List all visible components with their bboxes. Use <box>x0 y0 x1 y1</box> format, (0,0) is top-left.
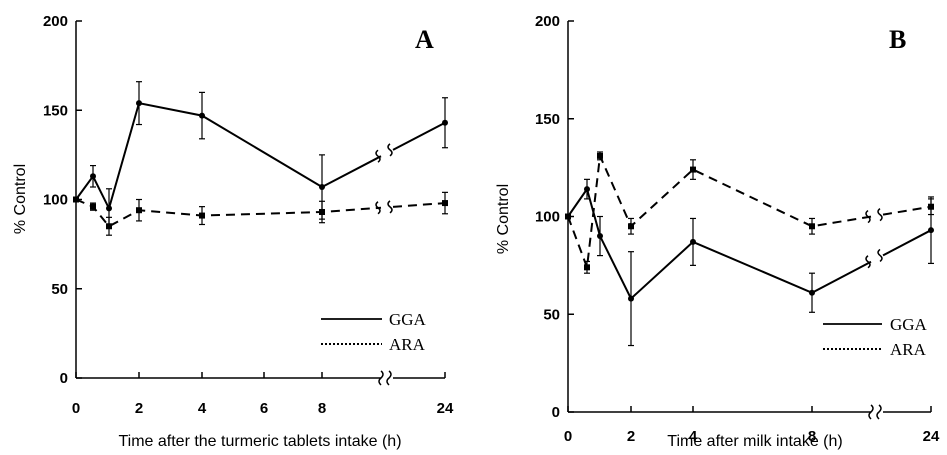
line-break-mark <box>387 143 393 157</box>
x-tick-label: 24 <box>923 428 940 445</box>
data-point-ara <box>73 196 79 203</box>
data-point-ara <box>628 223 634 230</box>
series-line-ara <box>392 202 446 208</box>
data-point-gga <box>106 205 112 212</box>
y-axis-title: % Control <box>12 164 29 234</box>
series-line-ara <box>882 205 932 216</box>
series-line-gga <box>882 229 932 257</box>
data-point-ara <box>442 200 448 207</box>
data-point-gga <box>584 186 590 193</box>
data-point-gga <box>90 173 96 180</box>
data-point-gga <box>809 289 815 296</box>
panel-letter: B <box>889 25 906 54</box>
line-break-mark <box>387 200 393 214</box>
y-axis-title: % Control <box>495 184 512 254</box>
data-point-ara <box>106 223 112 230</box>
series-line-gga <box>392 121 446 151</box>
y-tick-label: 100 <box>535 209 560 226</box>
line-break-mark <box>375 149 381 163</box>
x-axis-title: Time after the turmeric tablets intake (… <box>118 433 401 450</box>
data-point-ara <box>136 207 142 214</box>
data-point-ara <box>928 203 934 210</box>
x-tick-label: 8 <box>808 428 816 445</box>
line-break-mark <box>865 255 871 269</box>
x-tick-label: 0 <box>564 428 572 445</box>
data-point-gga <box>136 100 142 107</box>
x-axis-title: Time after milk intake (h) <box>667 433 842 450</box>
series-line-ara <box>567 152 872 268</box>
legend-label-ara: ARA <box>389 335 426 354</box>
line-break-mark <box>877 248 883 263</box>
y-tick-label: 150 <box>43 102 68 119</box>
axis-break-mark <box>378 370 384 386</box>
y-tick-label: 0 <box>552 404 560 421</box>
panel-a: A Time after the turmeric tablets intake… <box>12 13 454 450</box>
x-tick-label: 6 <box>260 400 268 417</box>
panel-letter: A <box>415 25 434 54</box>
y-tick-label: 200 <box>535 13 560 30</box>
x-tick-label: 4 <box>689 428 698 445</box>
data-point-ara <box>319 208 325 215</box>
y-tick-label: 0 <box>60 370 68 387</box>
series-line-gga <box>75 101 382 212</box>
data-point-ara <box>809 223 815 230</box>
line-break-mark <box>865 209 871 224</box>
data-point-gga <box>628 295 634 302</box>
x-tick-label: 2 <box>135 400 143 417</box>
legend-label-gga: GGA <box>890 315 928 334</box>
series-line-gga <box>567 186 872 301</box>
data-point-ara <box>584 264 590 271</box>
x-tick-label: 8 <box>318 400 326 417</box>
data-point-ara <box>199 212 205 219</box>
data-point-ara <box>597 152 603 159</box>
y-tick-label: 150 <box>535 111 560 128</box>
line-break-mark <box>375 201 381 215</box>
legend-label-ara: ARA <box>890 340 927 359</box>
y-tick-label: 50 <box>543 306 560 323</box>
axis-break-mark <box>868 404 874 420</box>
legend-label-gga: GGA <box>389 310 427 329</box>
data-point-gga <box>319 184 325 191</box>
y-tick-label: 100 <box>43 192 68 209</box>
x-tick-label: 0 <box>72 400 80 417</box>
data-point-ara <box>690 166 696 173</box>
axis-break-mark <box>876 404 882 420</box>
x-tick-label: 4 <box>198 400 207 417</box>
y-tick-label: 200 <box>43 13 68 30</box>
data-point-ara <box>90 203 96 210</box>
x-tick-label: 2 <box>627 428 635 445</box>
data-point-gga <box>928 227 934 234</box>
data-point-gga <box>442 119 448 126</box>
line-break-mark <box>877 208 883 222</box>
data-point-ara <box>565 213 571 220</box>
series-line-ara <box>75 198 382 228</box>
data-point-gga <box>199 112 205 119</box>
x-tick-label: 24 <box>437 400 454 417</box>
axis-break-mark <box>386 370 392 386</box>
data-point-gga <box>690 238 696 245</box>
data-point-gga <box>597 233 603 240</box>
y-tick-label: 50 <box>51 281 68 298</box>
panel-b: B Time after milk intake (h) % Control G… <box>495 13 940 450</box>
